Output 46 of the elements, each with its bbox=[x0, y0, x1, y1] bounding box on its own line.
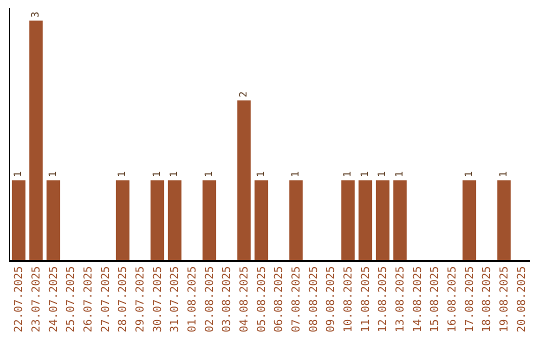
x-tick-label: 05.08.2025 bbox=[254, 266, 268, 332]
data-label: 1 bbox=[498, 171, 510, 178]
data-label: 1 bbox=[360, 171, 371, 178]
data-label: 1 bbox=[290, 171, 302, 178]
data-label: 1 bbox=[342, 171, 354, 178]
x-tick-label: 23.07.2025 bbox=[30, 266, 43, 332]
x-tick-label: 26.07.2025 bbox=[82, 266, 95, 332]
x-tick-label: 07.08.2025 bbox=[290, 266, 303, 332]
x-tick-label: 15.08.2025 bbox=[428, 266, 442, 332]
x-tick-label: 14.08.2025 bbox=[410, 266, 424, 332]
data-label: 1 bbox=[48, 171, 59, 178]
data-label: 3 bbox=[30, 12, 42, 18]
x-tick-label: 30.07.2025 bbox=[150, 266, 164, 332]
x-tick-label: 06.08.2025 bbox=[272, 266, 286, 332]
x-tick-label: 28.07.2025 bbox=[116, 266, 130, 332]
x-tick-label: 27.07.2025 bbox=[98, 266, 112, 332]
data-label: 1 bbox=[204, 171, 215, 178]
x-tick-label: 03.08.2025 bbox=[220, 266, 234, 332]
data-label: 1 bbox=[464, 171, 475, 178]
x-tick-label: 25.07.2025 bbox=[64, 266, 78, 332]
data-label: 1 bbox=[377, 171, 388, 178]
x-tick-label: 16.08.2025 bbox=[446, 266, 459, 332]
x-tick-label: 17.08.2025 bbox=[462, 266, 476, 332]
x-tick-label: 20.08.2025 bbox=[514, 266, 528, 332]
x-tick-label: 22.07.2025 bbox=[12, 266, 26, 332]
x-tick-label: 24.07.2025 bbox=[46, 266, 60, 332]
data-label: 1 bbox=[256, 171, 267, 178]
x-tick-label: 11.08.2025 bbox=[358, 266, 372, 332]
x-tick-label: 31.07.2025 bbox=[168, 266, 182, 332]
x-tick-label: 29.07.2025 bbox=[134, 266, 147, 332]
data-label: 2 bbox=[238, 91, 250, 98]
x-tick-label: 01.08.2025 bbox=[186, 266, 199, 332]
x-tick-label: 13.08.2025 bbox=[394, 266, 407, 332]
x-tick-label: 02.08.2025 bbox=[202, 266, 216, 332]
data-label: 1 bbox=[152, 171, 163, 178]
x-tick-label: 10.08.2025 bbox=[342, 266, 355, 332]
x-tick-label: 19.08.2025 bbox=[498, 266, 511, 332]
data-label: 1 bbox=[394, 171, 406, 178]
data-label: 1 bbox=[169, 171, 180, 178]
x-tick-label: 09.08.2025 bbox=[324, 266, 338, 332]
x-tick-label: 08.08.2025 bbox=[306, 266, 320, 332]
x-tick-label: 04.08.2025 bbox=[238, 266, 251, 332]
x-tick-label: 12.08.2025 bbox=[376, 266, 390, 332]
data-label: 1 bbox=[117, 171, 128, 178]
data-label: 1 bbox=[13, 171, 24, 178]
x-tick-label: 18.08.2025 bbox=[480, 266, 494, 332]
